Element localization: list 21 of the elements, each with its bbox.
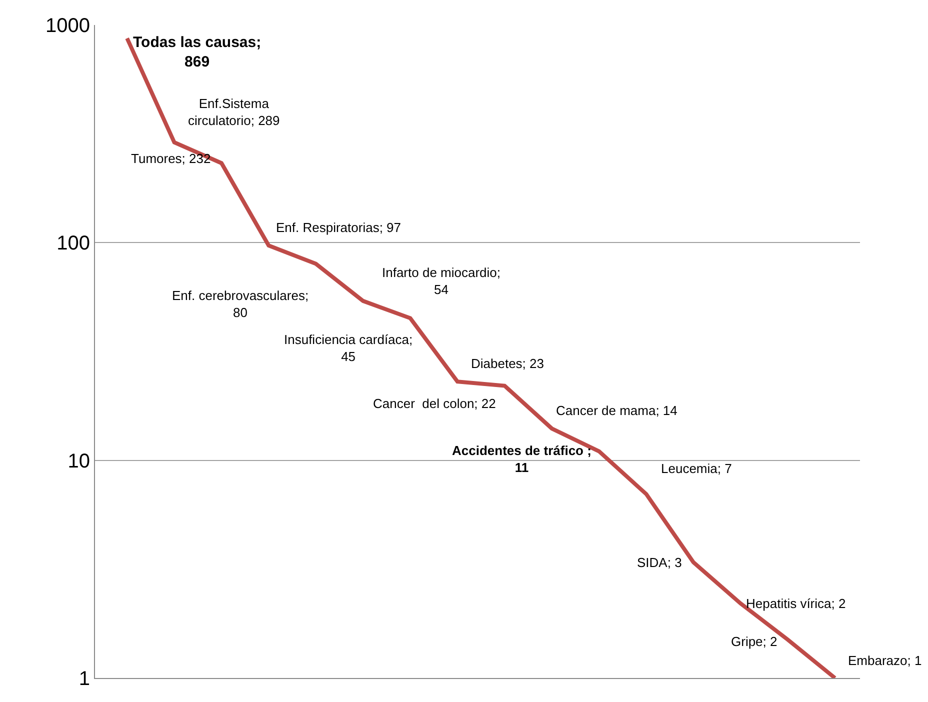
data-label: Enf. Respiratorias; 97 [276, 220, 402, 235]
y-tick-label: 1 [78, 668, 90, 690]
data-label: Insuficiencia cardíaca; 45 [284, 332, 413, 364]
y-tick-label: 10 [68, 450, 90, 472]
data-label: Enf. cerebrovasculares; 80 [172, 288, 309, 320]
data-label: Gripe; 2 [731, 634, 778, 649]
data-label: Embarazo; 1 [848, 653, 922, 668]
data-label: Cancer del colon; 22 [373, 396, 496, 411]
data-label: Diabetes; 23 [471, 356, 544, 371]
data-label: Cancer de mama; 14 [556, 403, 678, 418]
y-tick-label: 1000 [46, 15, 90, 37]
line-series [125, 36, 837, 678]
data-label: Accidentes de tráfico ; 11 [452, 443, 592, 475]
data-label: Leucemia; 7 [661, 461, 732, 476]
y-tick-label: 100 [56, 232, 90, 255]
data-label: Infarto de miocardio; 54 [382, 265, 501, 297]
data-label: Tumores; 232 [131, 151, 211, 166]
data-label: Enf.Sistema circulatorio; 289 [188, 96, 280, 128]
data-label: SIDA; 3 [637, 555, 682, 570]
data-label: Todas las causas; 869 [133, 34, 262, 70]
data-label: Hepatitis vírica; 2 [746, 596, 846, 611]
